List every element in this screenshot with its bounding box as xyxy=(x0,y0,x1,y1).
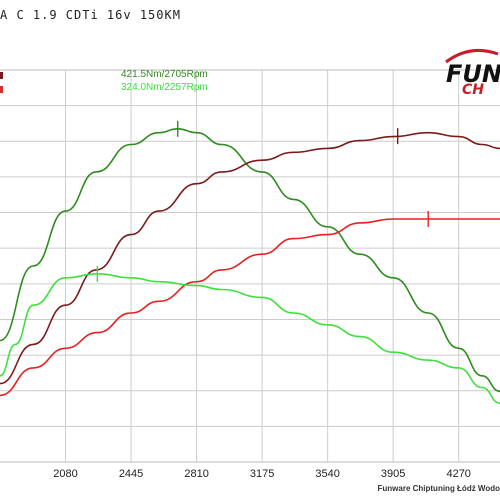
logo-swoosh-icon xyxy=(445,48,499,64)
brand-logo: FUN CH xyxy=(438,46,500,98)
peak-markers xyxy=(96,120,429,282)
annotation-torque-stock: 324.0Nm/2257Rpm xyxy=(121,82,208,93)
logo-main-text: FUN xyxy=(446,60,500,88)
legend-mark-power-stock xyxy=(0,86,3,93)
footer-credit: Funware Chiptuning Łódź Wodo xyxy=(377,484,500,493)
series-line-torque_stock xyxy=(0,272,500,404)
chart-series xyxy=(0,127,500,404)
x-tick-label: 3175 xyxy=(250,468,274,480)
legend-mark-power-tuned xyxy=(0,72,3,79)
x-tick-label: 2445 xyxy=(119,468,143,480)
logo-sub-text: CH xyxy=(462,82,484,98)
x-tick-label: 2810 xyxy=(184,468,208,480)
annotation-torque-tuned: 421.5Nm/2705Rpm xyxy=(121,69,208,80)
chart-title: A C 1.9 CDTi 16v 150KM xyxy=(0,8,181,22)
x-tick-label: 4270 xyxy=(446,468,470,480)
chart-grid xyxy=(0,70,500,462)
series-line-torque_tuned xyxy=(0,127,500,393)
series-line-power_tuned xyxy=(0,131,500,385)
x-tick-label: 3540 xyxy=(315,468,339,480)
x-tick-label: 2080 xyxy=(53,468,77,480)
plot-area-border xyxy=(0,69,500,463)
x-tick-label: 3905 xyxy=(381,468,405,480)
series-line-power_stock xyxy=(0,218,500,397)
x-tick-labels: 2080 2445 2810 3175 3540 3905 4270 xyxy=(53,468,471,480)
